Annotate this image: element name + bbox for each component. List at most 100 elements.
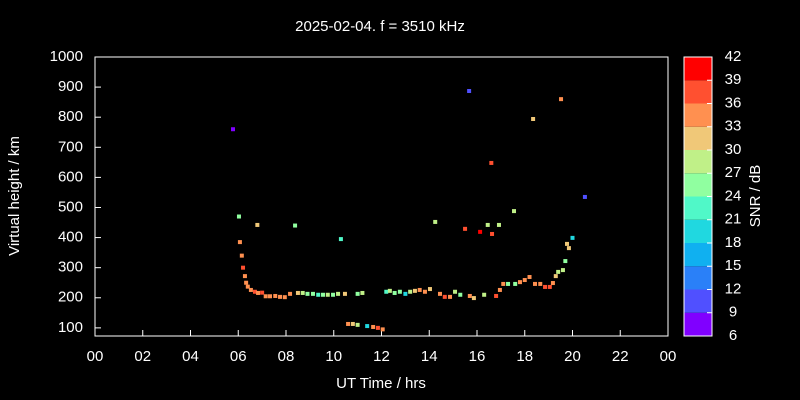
point [295, 290, 300, 295]
colorbar-tick-label: 36 [725, 94, 742, 111]
colorbar-band [684, 103, 712, 127]
colorbar-band [684, 196, 712, 220]
x-tick-label: 14 [421, 348, 438, 365]
point [331, 292, 336, 297]
point [300, 290, 305, 295]
point [501, 281, 506, 286]
point [260, 290, 265, 295]
colorbar-tick-label: 6 [729, 327, 737, 344]
point [448, 294, 453, 299]
point [513, 281, 518, 286]
colorbar-tick-label: 18 [725, 234, 742, 251]
point [490, 231, 495, 236]
point [417, 287, 422, 292]
point [538, 281, 543, 286]
point [559, 97, 564, 102]
point [522, 278, 527, 283]
point [442, 294, 447, 299]
point [239, 253, 244, 258]
point [397, 289, 402, 294]
point [485, 222, 490, 227]
point [248, 287, 253, 292]
point [237, 240, 242, 245]
point [494, 293, 499, 298]
point [437, 291, 442, 296]
point [582, 194, 587, 199]
x-tick-label: 22 [612, 348, 629, 365]
colorbar-band [684, 150, 712, 174]
point [517, 280, 522, 285]
point [566, 246, 571, 251]
point [273, 293, 278, 298]
colorbar-band [684, 219, 712, 243]
point [453, 289, 458, 294]
point [403, 291, 408, 296]
y-tick-label: 400 [58, 229, 83, 246]
point [310, 291, 315, 296]
point [338, 237, 343, 242]
y-axis-label: Virtual height / km [6, 136, 23, 256]
point [497, 287, 502, 292]
point [263, 294, 268, 299]
point [560, 268, 565, 273]
x-tick-label: 12 [373, 348, 390, 365]
point [244, 280, 249, 285]
point [570, 235, 575, 240]
colorbar-tick-label: 27 [725, 164, 742, 181]
point [387, 288, 392, 293]
colorbar-band [684, 266, 712, 290]
point [375, 325, 380, 330]
point [355, 291, 360, 296]
point [527, 275, 532, 280]
point [458, 292, 463, 297]
point [230, 127, 235, 132]
x-tick-label: 06 [230, 348, 247, 365]
point [346, 321, 351, 326]
y-tick-label: 1000 [50, 48, 83, 65]
point [316, 292, 321, 297]
point [371, 324, 376, 329]
colorbar-tick-label: 15 [725, 257, 742, 274]
x-tick-label: 04 [182, 348, 199, 365]
point [412, 288, 417, 293]
point [336, 291, 341, 296]
point [245, 284, 250, 289]
point [556, 269, 561, 274]
point [236, 214, 241, 219]
colorbar-label: SNR / dB [747, 165, 764, 228]
point [433, 219, 438, 224]
colorbar-band [684, 173, 712, 197]
point [256, 290, 261, 295]
point [533, 281, 538, 286]
point [242, 274, 247, 279]
point [325, 292, 330, 297]
colorbar-band [684, 80, 712, 104]
point [380, 327, 385, 332]
y-tick-label: 300 [58, 259, 83, 276]
point [342, 291, 347, 296]
x-tick-label: 18 [516, 348, 533, 365]
plot-frame [94, 56, 669, 337]
colorbar-band [684, 126, 712, 150]
colorbar-tick-label: 42 [725, 48, 742, 65]
point [489, 160, 494, 165]
y-tick-label: 200 [58, 289, 83, 306]
point [268, 294, 273, 299]
point [293, 223, 298, 228]
x-tick-label: 08 [278, 348, 295, 365]
colorbar-tick-label: 12 [725, 280, 742, 297]
colorbar-tick-label: 33 [725, 118, 742, 135]
y-tick-label: 500 [58, 198, 83, 215]
point [531, 117, 536, 121]
x-tick-label: 20 [564, 348, 581, 365]
y-tick-label: 100 [58, 319, 83, 336]
point [288, 291, 293, 296]
point [512, 209, 517, 214]
point [506, 281, 511, 286]
x-tick-label: 10 [325, 348, 342, 365]
point [392, 290, 397, 295]
point [547, 284, 552, 289]
colorbar-band [684, 57, 712, 81]
y-tick-label: 900 [58, 78, 83, 95]
